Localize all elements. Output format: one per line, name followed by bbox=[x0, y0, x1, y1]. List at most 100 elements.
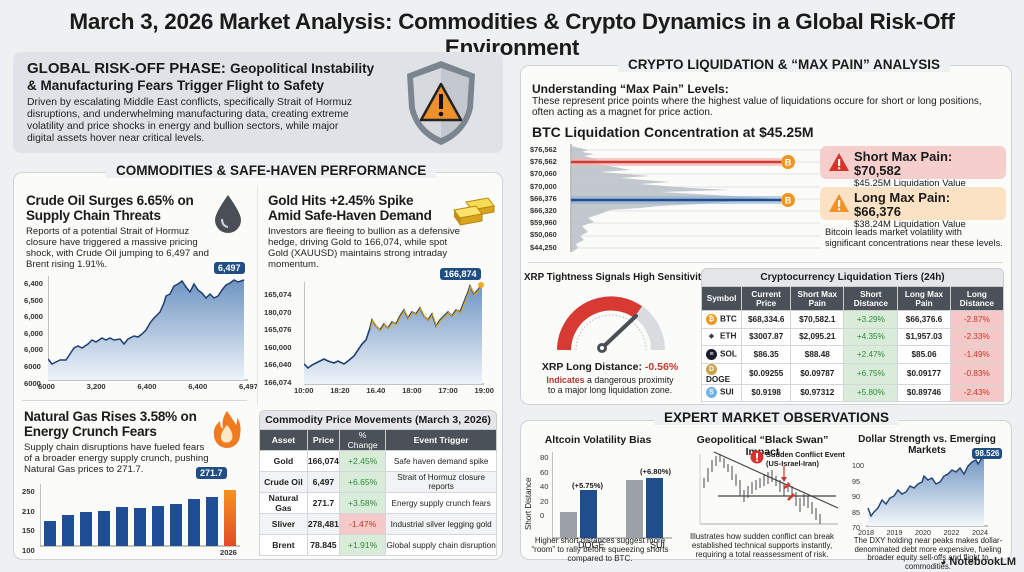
doge-icon: D bbox=[706, 363, 717, 375]
sui-x-label: SUI bbox=[650, 540, 666, 550]
xrp-title: XRP Tightness Signals High Sensitivity bbox=[524, 272, 707, 283]
gold-title: Gold Hits +2.45% Spike Amid Safe-Haven D… bbox=[268, 193, 432, 223]
max-pain-explainer: Understanding “Max Pain” Levels: These r… bbox=[532, 82, 1002, 118]
dollar-title: Dollar Strength vs. Emerging Markets bbox=[858, 434, 996, 456]
col-symbol: Symbol bbox=[700, 286, 743, 311]
max-pain-title: Understanding “Max Pain” Levels: bbox=[532, 82, 729, 96]
dollar-y-axis: 100 95 90 85 70 bbox=[852, 461, 864, 532]
col-current-price: Current Price bbox=[741, 286, 792, 311]
sol-icon: ≡ bbox=[706, 348, 717, 360]
col-change: % Change bbox=[338, 429, 387, 451]
divider bbox=[528, 262, 1003, 263]
long-max-pain-label: Long Max Pain: $66,376 bbox=[854, 190, 951, 219]
col-long-max-pain: Long Max Pain bbox=[897, 286, 951, 311]
doge-x-label: DOGE bbox=[578, 540, 605, 550]
btc-y-axis: $76,562 $76,562 $70,060 $70,000 $66,376 $66,3… bbox=[530, 145, 557, 252]
natgas-y-axis: 250 210 150 100 bbox=[22, 487, 35, 555]
crude-oil-card: Crude Oil Surges 6.65% on Supply Chain T… bbox=[26, 193, 251, 270]
btc-liquidation-title: BTC Liquidation Concentration at $45.25M bbox=[532, 124, 814, 140]
table-row: DDOGE $0.09255 $0.09787 +6.75% $0.09177 -0.8… bbox=[700, 362, 1005, 385]
risk-off-banner: GLOBAL RISK-OFF PHASE: Geopolitical Inst… bbox=[13, 52, 503, 153]
crude-desc: Reports of a potential Strait of Hormuz … bbox=[26, 226, 209, 270]
notebooklm-branding: ◕ NotebookLM bbox=[940, 556, 1016, 568]
col-short-distance: Short Distance bbox=[843, 286, 899, 311]
dollar-callout: 98.526 bbox=[972, 448, 1003, 459]
natgas-desc: Supply chain disruptions have fueled fea… bbox=[24, 442, 209, 475]
table-row: S SUI $0.9198 $0.97312 +5.80% $0.89746 -2.43% bbox=[700, 383, 1005, 402]
warning-icon bbox=[829, 194, 849, 212]
dollar-x-axis: 2018 2019 2020 2022 2024 bbox=[858, 528, 988, 537]
commodity-table-caption: Commodity Price Movements (March 3, 2026… bbox=[259, 410, 497, 429]
oil-drop-icon bbox=[215, 195, 241, 233]
short-max-pain-value: $45.25M Liquidation Value bbox=[854, 178, 966, 189]
crude-x-axis: 6000 3,200 6,400 6,400 6,497 bbox=[38, 382, 258, 391]
table-row: Brent 78.845 +1.91% Global supply chain dis… bbox=[259, 534, 497, 556]
banner-body: Driven by escalating Middle East conflic… bbox=[27, 97, 353, 144]
crypto-tiers-caption: Cryptocurrency Liquidation Tiers (24h) bbox=[701, 268, 1004, 286]
banner-heading-rest: Geopolitical Instability & Manufacturing… bbox=[27, 61, 375, 93]
sui-icon: S bbox=[706, 387, 717, 399]
table-row: Natural Gas 271.7 +3.58% Energy supply crun… bbox=[259, 492, 497, 514]
crude-title: Crude Oil Surges 6.65% on Supply Chain T… bbox=[26, 193, 194, 223]
crypto-tiers-table: Cryptocurrency Liquidation Tiers (24h) S… bbox=[700, 268, 1005, 402]
table-row: ₿ BTC $68,334.6 $70,582.1 +3.29% $66,376.6 -2… bbox=[700, 310, 1005, 329]
divider bbox=[257, 185, 258, 405]
col-short-max-pain: Short Max Pain bbox=[790, 286, 845, 311]
doge-bar-label: (+5.75%) bbox=[572, 481, 604, 490]
table-row: Crude Oil 6,497 +6.65% Strait of Hormuz clo… bbox=[259, 471, 497, 493]
dollar-strength-card: Dollar Strength vs. Emerging Markets 100… bbox=[842, 430, 1012, 560]
natgas-callout: 271.7 bbox=[196, 467, 227, 479]
commodities-section-title: COMMODITIES & SAFE-HAVEN PERFORMANCE bbox=[106, 163, 437, 178]
eth-icon: ◆ bbox=[708, 333, 715, 341]
commodity-table: Commodity Price Movements (March 3, 2026… bbox=[259, 410, 497, 556]
btc-liquidation-chart: $76,562 $76,562 $70,060 $70,000 $66,376 $66,3… bbox=[530, 144, 820, 260]
banner-heading-lead: GLOBAL RISK-OFF PHASE: bbox=[27, 60, 226, 77]
gold-x-axis: 10:00 18:20 16.40 18:00 17:00 19:00 bbox=[294, 386, 494, 395]
table-row: ≡ SOL $86.35 $88.48 +2.47% $85.06 -1.49% bbox=[700, 345, 1005, 364]
gold-bars-icon bbox=[453, 197, 495, 226]
conflict-event-label: Sudden Conflict Event (US-Israel-Iran) bbox=[766, 450, 845, 468]
long-max-pain-value: $38.24M Liquidation Value bbox=[854, 219, 966, 230]
svg-text:B: B bbox=[785, 196, 792, 206]
gold-callout: 166,874 bbox=[440, 268, 481, 280]
warning-icon bbox=[829, 153, 849, 171]
dollar-desc: The DXY holding near peaks makes dollar-… bbox=[853, 536, 1003, 571]
banner-heading: GLOBAL RISK-OFF PHASE: Geopolitical Inst… bbox=[27, 60, 387, 94]
natgas-x-label: 2026 bbox=[220, 548, 237, 557]
shield-warning-icon bbox=[407, 61, 475, 145]
short-max-pain-label: Short Max Pain: $70,582 bbox=[854, 149, 953, 178]
altcoin-y-axis: 80 60 40 20 0 bbox=[540, 453, 549, 520]
col-event: Event Trigger bbox=[385, 429, 497, 451]
table-row: Sliver 278,481 -1.47% Industrial silver leg… bbox=[259, 513, 497, 535]
observations-section-title: EXPERT MARKET OBSERVATIONS bbox=[654, 410, 900, 425]
natgas-chart: 250 210 150 100 271.7 2026 bbox=[22, 467, 247, 557]
notebooklm-logo-icon: ◕ bbox=[940, 557, 947, 568]
pain-note: Bitcoin leads market volatility with sig… bbox=[825, 227, 1003, 248]
gold-chart: 165,074 180,070 165,076 160,000 166,040 166,0… bbox=[264, 268, 504, 397]
col-price: Price bbox=[306, 429, 340, 451]
xrp-gauge bbox=[557, 296, 665, 353]
black-swan-chart bbox=[699, 451, 838, 525]
black-swan-desc: Illustrates how sudden conflict can brea… bbox=[689, 532, 835, 559]
sui-bar-label: (+6.80%) bbox=[640, 467, 672, 476]
black-swan-card: Geopolitical “Black Swan” Impact Sudden … bbox=[680, 430, 845, 560]
altcoin-desc: Higher short distances suggest more “roo… bbox=[531, 536, 669, 563]
short-max-pain-box: Short Max Pain: $70,582 $45.25M Liquidat… bbox=[820, 146, 1006, 189]
crypto-section-title: CRYPTO LIQUIDATION & “MAX PAIN” ANALYSIS bbox=[618, 57, 951, 72]
table-row: ◆ ETH $3007.87 $2,095.21 +4.35% $1,957.03 -2.… bbox=[700, 327, 1005, 346]
crude-y-axis: 6,400 6,500 6,000 6,000 6,000 6000 6000 bbox=[24, 279, 44, 388]
crude-chart: 6,400 6,500 6,000 6,000 6,000 6000 6000 6,497 … bbox=[24, 262, 258, 394]
col-long-distance: Long Distance bbox=[949, 286, 1005, 311]
gold-desc: Investors are fleeing to bullion as a de… bbox=[268, 226, 460, 270]
xrp-distance-value: -0.56% bbox=[644, 361, 679, 373]
btc-icon: ₿ bbox=[706, 313, 717, 325]
long-max-pain-box: Long Max Pain: $66,376 $38.24M Liquidati… bbox=[820, 187, 1006, 230]
divider bbox=[22, 400, 247, 401]
altcoin-ylabel: Short Distance bbox=[524, 477, 533, 530]
gold-y-axis: 165,074 180,070 165,076 160,000 166,040 166,0… bbox=[264, 290, 292, 387]
page-title: March 3, 2026 Market Analysis: Commoditi… bbox=[69, 9, 955, 60]
max-pain-body: These represent price points where the h… bbox=[532, 96, 982, 118]
svg-text:B: B bbox=[785, 158, 792, 168]
alert-icon bbox=[750, 450, 764, 464]
natgas-title: Natural Gas Rises 3.58% on Energy Crunch… bbox=[24, 409, 197, 439]
